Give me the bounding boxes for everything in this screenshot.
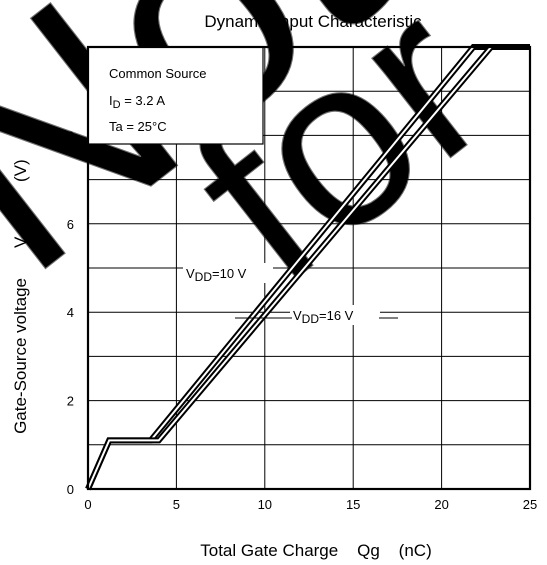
series-label-bg bbox=[183, 263, 273, 283]
chart-title: Dynamic Input Characteristic bbox=[204, 12, 422, 31]
condition-temperature: Ta = 25°C bbox=[109, 119, 167, 134]
condition-source: Common Source bbox=[109, 66, 207, 81]
y-axis-label-group: Gate-Source voltage VGS (V) bbox=[11, 159, 34, 434]
conditions-box: Common Source ID = 3.2 A Ta = 25°C bbox=[87, 46, 264, 145]
x-tick-label: 15 bbox=[346, 497, 360, 512]
x-axis-label: Total Gate Charge Qg (nC) bbox=[200, 541, 431, 560]
y-tick-label: 10 bbox=[60, 40, 74, 55]
y-tick-label: 0 bbox=[67, 482, 74, 497]
series-label-sub: DD bbox=[195, 270, 213, 284]
condition-current: ID = 3.2 A bbox=[109, 93, 165, 111]
x-tick-label: 10 bbox=[258, 497, 272, 512]
y-axis-symbol: VGS bbox=[11, 218, 34, 248]
series-label-main: V bbox=[186, 266, 195, 281]
series-label: VDD=10 V bbox=[186, 266, 247, 284]
y-axis-unit: (V) bbox=[11, 159, 30, 182]
series-label-sub: DD bbox=[302, 312, 320, 326]
series-label-main: V bbox=[293, 308, 302, 323]
x-tick-label: 0 bbox=[84, 497, 91, 512]
y-tick-label: 2 bbox=[67, 394, 74, 409]
series-label: VDD=16 V bbox=[293, 308, 354, 326]
x-tick-label: 25 bbox=[523, 497, 537, 512]
plot-frame bbox=[86, 45, 532, 491]
y-tick-label: 4 bbox=[67, 305, 74, 320]
condition-current-main: I bbox=[109, 93, 113, 108]
y-axis-label: Gate-Source voltage bbox=[11, 278, 30, 434]
y-axis-symbol-main: V bbox=[11, 236, 30, 248]
series-label-bg bbox=[290, 305, 380, 325]
series-label-rest: =10 V bbox=[212, 266, 247, 281]
condition-current-rest: = 3.2 A bbox=[121, 93, 166, 108]
y-tick-label: 6 bbox=[67, 217, 74, 232]
x-tick-label: 5 bbox=[173, 497, 180, 512]
series-label-rest: =16 V bbox=[319, 308, 354, 323]
y-tick-label: 8 bbox=[67, 128, 74, 143]
x-tick-label: 20 bbox=[434, 497, 448, 512]
tick-labels: 0 5 10 15 20 25 0 2 4 6 8 10 bbox=[60, 40, 538, 512]
y-axis-symbol-sub: GS bbox=[19, 218, 34, 237]
condition-current-sub: D bbox=[113, 99, 121, 111]
